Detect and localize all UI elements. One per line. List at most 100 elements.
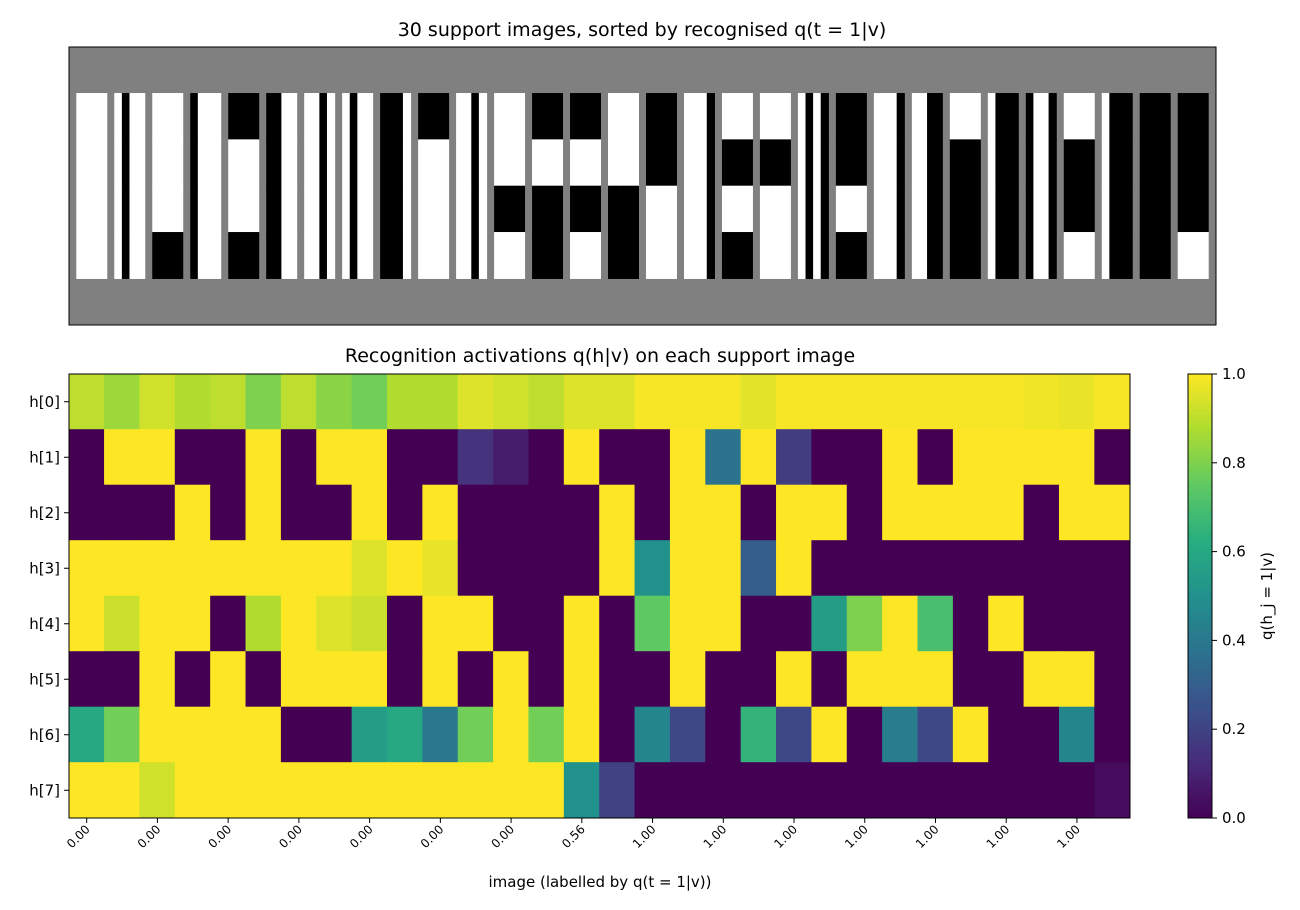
heatmap-cell	[740, 706, 777, 763]
image-pixel	[137, 232, 146, 279]
colorbar-segment	[1188, 777, 1212, 783]
image-pixel	[645, 93, 655, 140]
image-pixel	[494, 139, 503, 187]
image-pixel	[911, 232, 921, 279]
image-pixel	[501, 232, 510, 279]
image-pixel	[121, 93, 131, 140]
heatmap-cell	[988, 429, 1025, 486]
image-pixel	[630, 185, 640, 233]
heatmap-cell	[846, 706, 883, 763]
heatmap-cell	[245, 651, 282, 708]
image-pixel	[433, 139, 442, 187]
heatmap-cell	[917, 373, 954, 430]
image-pixel	[311, 232, 320, 279]
image-pixel	[911, 93, 921, 140]
colorbar-segment	[1188, 555, 1212, 561]
heatmap-cell	[952, 651, 989, 708]
image-pixel	[463, 185, 472, 233]
image-pixel	[1116, 139, 1126, 187]
image-pixel	[608, 185, 617, 233]
x-axis-label: image (labelled by q(t = 1|v))	[488, 873, 711, 891]
image-pixel	[1010, 139, 1019, 187]
colorbar-segment	[1188, 453, 1212, 459]
image-pixel	[1048, 185, 1057, 233]
image-pixel	[1147, 93, 1156, 140]
image-pixel	[251, 93, 260, 140]
image-pixel	[478, 93, 488, 140]
heatmap-cell	[1094, 762, 1131, 819]
heatmap-cell	[634, 651, 671, 708]
image-pixel	[1124, 232, 1133, 279]
heatmap-cell	[1094, 706, 1131, 763]
image-pixel	[76, 185, 85, 233]
heatmap-cell	[280, 706, 317, 763]
image-pixel	[1139, 139, 1148, 187]
x-tick-label: 1.00	[771, 822, 800, 851]
heatmap-cell	[1058, 706, 1095, 763]
image-pixel	[889, 139, 898, 187]
image-pixel	[1147, 185, 1156, 233]
colorbar-segment	[1188, 737, 1212, 743]
image-pixel	[152, 93, 161, 140]
heatmap-cell	[563, 762, 600, 819]
image-pixel	[357, 93, 366, 140]
y-tick-label: h[2]	[29, 504, 60, 522]
image-pixel	[76, 232, 85, 279]
image-pixel	[911, 185, 921, 233]
image-pixel	[843, 185, 852, 233]
image-pixel	[623, 139, 632, 187]
heatmap-cell	[280, 429, 317, 486]
image-pixel	[934, 139, 943, 187]
heatmap-cell	[917, 429, 954, 486]
heatmap-cell	[811, 651, 848, 708]
image-pixel	[114, 185, 123, 233]
image-pixel	[395, 185, 404, 233]
colorbar-segment	[1188, 435, 1212, 441]
heatmap-cell	[776, 540, 812, 597]
image-pixel	[759, 139, 769, 187]
image-pixel	[744, 93, 753, 140]
colorbar-segment	[1188, 715, 1212, 721]
heatmap-cell	[1094, 595, 1131, 652]
colorbar-segment	[1188, 422, 1212, 428]
image-pixel	[418, 93, 427, 140]
image-pixel	[532, 185, 541, 233]
heatmap-cell	[316, 484, 353, 541]
heatmap-cell	[174, 540, 211, 597]
image-pixel	[835, 185, 845, 233]
heatmap-cell	[952, 762, 989, 819]
image-pixel	[243, 232, 252, 279]
image-pixel	[1025, 93, 1034, 140]
colorbar-segment	[1188, 466, 1212, 472]
colorbar-label: q(h_j = 1|v)	[1258, 552, 1277, 640]
heatmap-cell	[669, 651, 706, 708]
colorbar-segment	[1188, 409, 1212, 415]
image-pixel	[683, 232, 693, 279]
colorbar-segment	[1188, 782, 1212, 788]
heatmap-cell	[776, 429, 812, 486]
heatmap-cell	[705, 540, 742, 597]
image-pixel	[547, 139, 556, 187]
image-pixel	[213, 185, 222, 233]
image-pixel	[759, 185, 769, 233]
colorbar-segment	[1188, 764, 1212, 770]
image-pixel	[1116, 232, 1126, 279]
image-pixel	[835, 93, 845, 140]
colorbar-segment	[1188, 626, 1212, 632]
x-tick-label: 1.00	[630, 822, 659, 851]
colorbar-segment	[1188, 529, 1212, 535]
heatmap-title: Recognition activations q(h|v) on each s…	[345, 345, 855, 367]
image-pixel	[683, 93, 693, 140]
heatmap-cell	[952, 484, 989, 541]
image-pixel	[1192, 185, 1202, 233]
heatmap-cell	[1058, 651, 1095, 708]
heatmap-cell	[457, 484, 494, 541]
image-pixel	[197, 93, 207, 140]
image-pixel	[927, 139, 936, 187]
image-pixel	[456, 139, 465, 187]
image-pixel	[729, 139, 738, 187]
colorbar-segment	[1188, 387, 1212, 393]
heatmap-cell	[917, 651, 954, 708]
image-pixel	[342, 93, 351, 140]
image-pixel	[418, 232, 427, 279]
